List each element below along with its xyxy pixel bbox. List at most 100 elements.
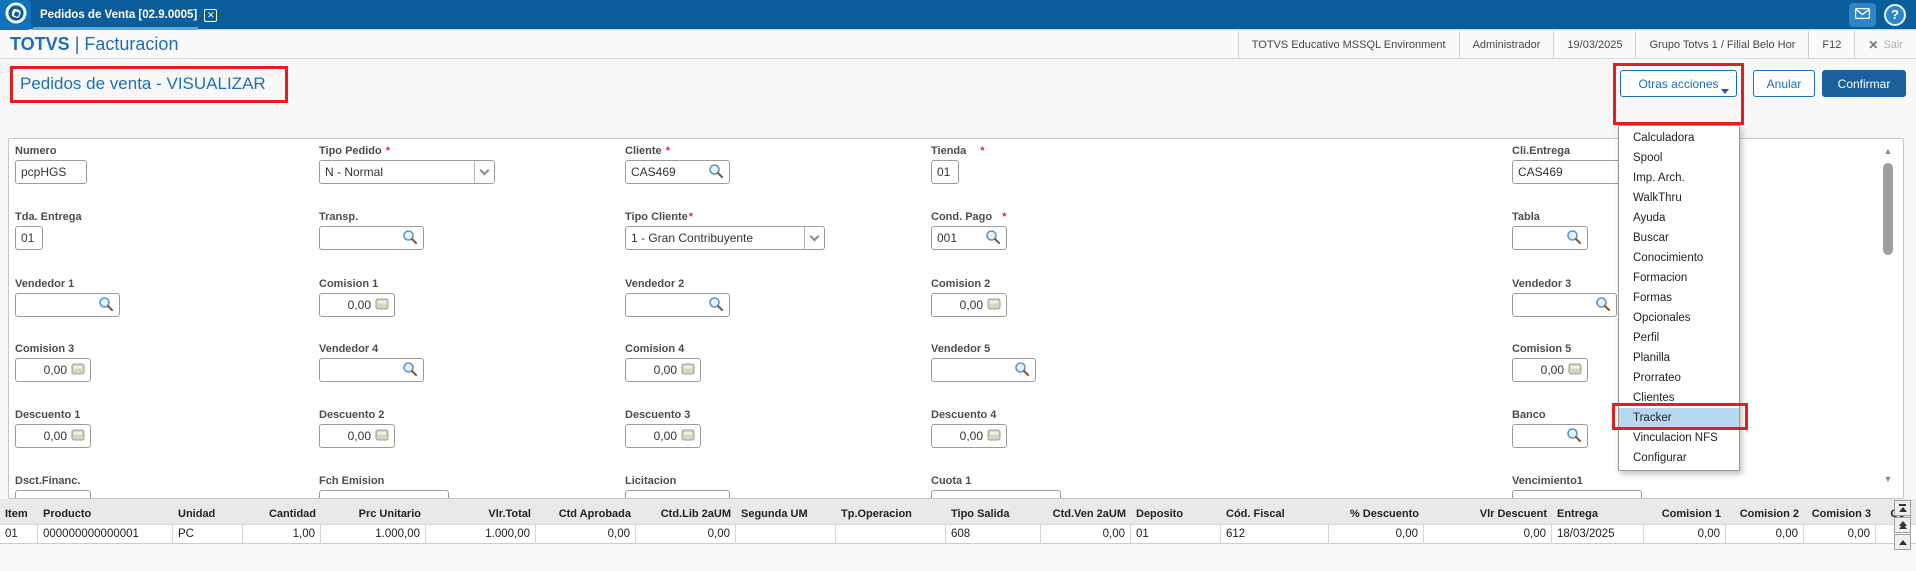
field-label: Dsct.Financ. <box>15 475 81 487</box>
menu-item-tracker[interactable]: Tracker <box>1619 408 1739 428</box>
calculator-icon[interactable] <box>681 363 695 378</box>
comision1-field[interactable]: 0,00 <box>319 293 395 317</box>
confirm-button[interactable]: Confirmar <box>1822 70 1906 97</box>
menu-item-imp-arch[interactable]: Imp. Arch. <box>1633 172 1685 184</box>
other-actions-button[interactable]: Otras acciones <box>1620 70 1737 97</box>
cuota1-field[interactable] <box>931 490 1061 498</box>
menu-item-configurar[interactable]: Configurar <box>1633 452 1687 464</box>
menu-item-perfil[interactable]: Perfil <box>1633 332 1660 344</box>
scrollbar-thumb[interactable] <box>1883 163 1893 255</box>
calculator-icon[interactable] <box>681 429 695 444</box>
col-header-prc-unitario: Prc Unitario <box>358 508 421 520</box>
cli-entrega-field[interactable]: CAS469 <box>1512 160 1625 184</box>
calculator-icon[interactable] <box>987 429 1001 444</box>
menu-item-calculadora[interactable]: Calculadora <box>1633 132 1695 144</box>
search-icon[interactable] <box>1595 296 1611 315</box>
cell-vlr-descuent: 0,00 <box>1424 524 1552 544</box>
calculator-icon[interactable] <box>987 298 1001 313</box>
menu-item-planilla[interactable]: Planilla <box>1633 352 1671 364</box>
mail-button[interactable] <box>1849 3 1876 27</box>
mail-icon <box>1854 6 1871 24</box>
menu-item-clientes[interactable]: Clientes <box>1633 392 1675 404</box>
select-dropdown-button[interactable] <box>804 227 824 249</box>
menu-item-formas[interactable]: Formas <box>1633 292 1672 304</box>
vendedor2-field[interactable] <box>625 293 730 317</box>
calculator-icon[interactable] <box>1568 363 1582 378</box>
search-icon[interactable] <box>985 229 1001 248</box>
search-icon[interactable] <box>98 296 114 315</box>
exit-button[interactable]: ✕ Sair <box>1854 31 1916 59</box>
cond-pago-field[interactable]: 001 <box>931 226 1007 250</box>
comision5-field[interactable]: 0,00 <box>1512 358 1588 382</box>
field-label: Transp. <box>319 211 359 223</box>
comision3-field[interactable]: 0,00 <box>15 358 91 382</box>
tabla-field[interactable] <box>1512 226 1588 250</box>
calculator-icon[interactable] <box>375 429 389 444</box>
field-label: Comision 4 <box>625 343 685 355</box>
field-label: Comision 3 <box>15 343 75 355</box>
menu-item-spool[interactable]: Spool <box>1633 152 1663 164</box>
totvs-logo-button[interactable] <box>0 0 31 30</box>
select-dropdown-button[interactable] <box>474 161 494 183</box>
menu-item-prorrateo[interactable]: Prorrateo <box>1633 372 1681 384</box>
tda-entrega-field[interactable]: 01 <box>15 226 43 250</box>
transp-field[interactable] <box>319 226 424 250</box>
menu-item-buscar[interactable]: Buscar <box>1633 232 1669 244</box>
scroll-up-icon[interactable]: ▲ <box>1883 146 1893 156</box>
grid-scroll-buttons <box>1894 500 1912 551</box>
banco-field[interactable] <box>1512 424 1588 448</box>
comision4-field[interactable]: 0,00 <box>625 358 701 382</box>
vencimiento1-field[interactable] <box>1512 490 1642 498</box>
tab-close-icon[interactable]: ✕ <box>204 8 218 22</box>
scroll-down-icon[interactable]: ▼ <box>1883 474 1893 484</box>
grid-page-up-button[interactable] <box>1894 517 1911 533</box>
numero-field[interactable]: pcpHGS <box>15 160 87 184</box>
chevron-down-icon <box>809 231 820 241</box>
dsct-financ-field[interactable] <box>15 490 91 498</box>
calculator-icon[interactable] <box>71 363 85 378</box>
calculator-icon[interactable] <box>375 298 389 313</box>
vendedor4-field[interactable] <box>319 358 424 382</box>
fch-emision-field[interactable] <box>319 490 449 498</box>
search-icon[interactable] <box>708 296 724 315</box>
vendedor5-field[interactable] <box>931 358 1036 382</box>
search-icon[interactable] <box>1566 427 1582 446</box>
menu-item-vinculacion-nfs[interactable]: Vinculacion NFS <box>1633 432 1718 444</box>
tipo-pedido-select[interactable]: N - Normal <box>319 160 495 184</box>
search-icon[interactable] <box>1566 229 1582 248</box>
search-icon[interactable] <box>708 163 724 182</box>
form-scrollbar[interactable]: ▲ ▼ <box>1881 145 1895 485</box>
help-button[interactable]: ? <box>1884 4 1906 26</box>
menu-item-opcionales[interactable]: Opcionales <box>1633 312 1691 324</box>
tab-pedidos-de-venta[interactable]: Pedidos de Venta [02.9.0005] ✕ <box>40 0 218 30</box>
tienda-field[interactable]: 01 <box>931 160 959 184</box>
field-label: Tda. Entrega <box>15 211 82 223</box>
menu-item-walkthru[interactable]: WalkThru <box>1633 192 1682 204</box>
descuento1-field[interactable]: 0,00 <box>15 424 91 448</box>
menu-item-formacion[interactable]: Formacion <box>1633 272 1688 284</box>
descuento3-field[interactable]: 0,00 <box>625 424 701 448</box>
calculator-icon[interactable] <box>71 429 85 444</box>
field-value: N - Normal <box>325 165 384 179</box>
menu-item-ayuda[interactable]: Ayuda <box>1633 212 1666 224</box>
cell-segunda-um <box>736 524 836 544</box>
status-branch[interactable]: Grupo Totvs 1 / Filial Belo Hor <box>1635 31 1808 59</box>
vendedor1-field[interactable] <box>15 293 120 317</box>
search-icon[interactable] <box>1014 361 1030 380</box>
grid-row-1[interactable]: 01 000000000000001 PC 1,00 1.000,00 1.00… <box>0 524 1916 544</box>
confirm-label: Confirmar <box>1837 76 1891 91</box>
grid-scroll-up-button[interactable] <box>1894 534 1911 550</box>
menu-item-conocimiento[interactable]: Conocimiento <box>1633 252 1704 264</box>
tipo-cliente-select[interactable]: 1 - Gran Contribuyente <box>625 226 825 250</box>
search-icon[interactable] <box>402 361 418 380</box>
descuento4-field[interactable]: 0,00 <box>931 424 1007 448</box>
search-icon[interactable] <box>402 229 418 248</box>
descuento2-field[interactable]: 0,00 <box>319 424 395 448</box>
cliente-field[interactable]: CAS469 <box>625 160 730 184</box>
cancel-button[interactable]: Anular <box>1753 70 1815 97</box>
status-f12[interactable]: F12 <box>1808 31 1854 59</box>
vendedor3-field[interactable] <box>1512 293 1617 317</box>
comision2-field[interactable]: 0,00 <box>931 293 1007 317</box>
grid-scroll-top-button[interactable] <box>1894 500 1911 516</box>
licitacion-field[interactable] <box>625 490 730 498</box>
